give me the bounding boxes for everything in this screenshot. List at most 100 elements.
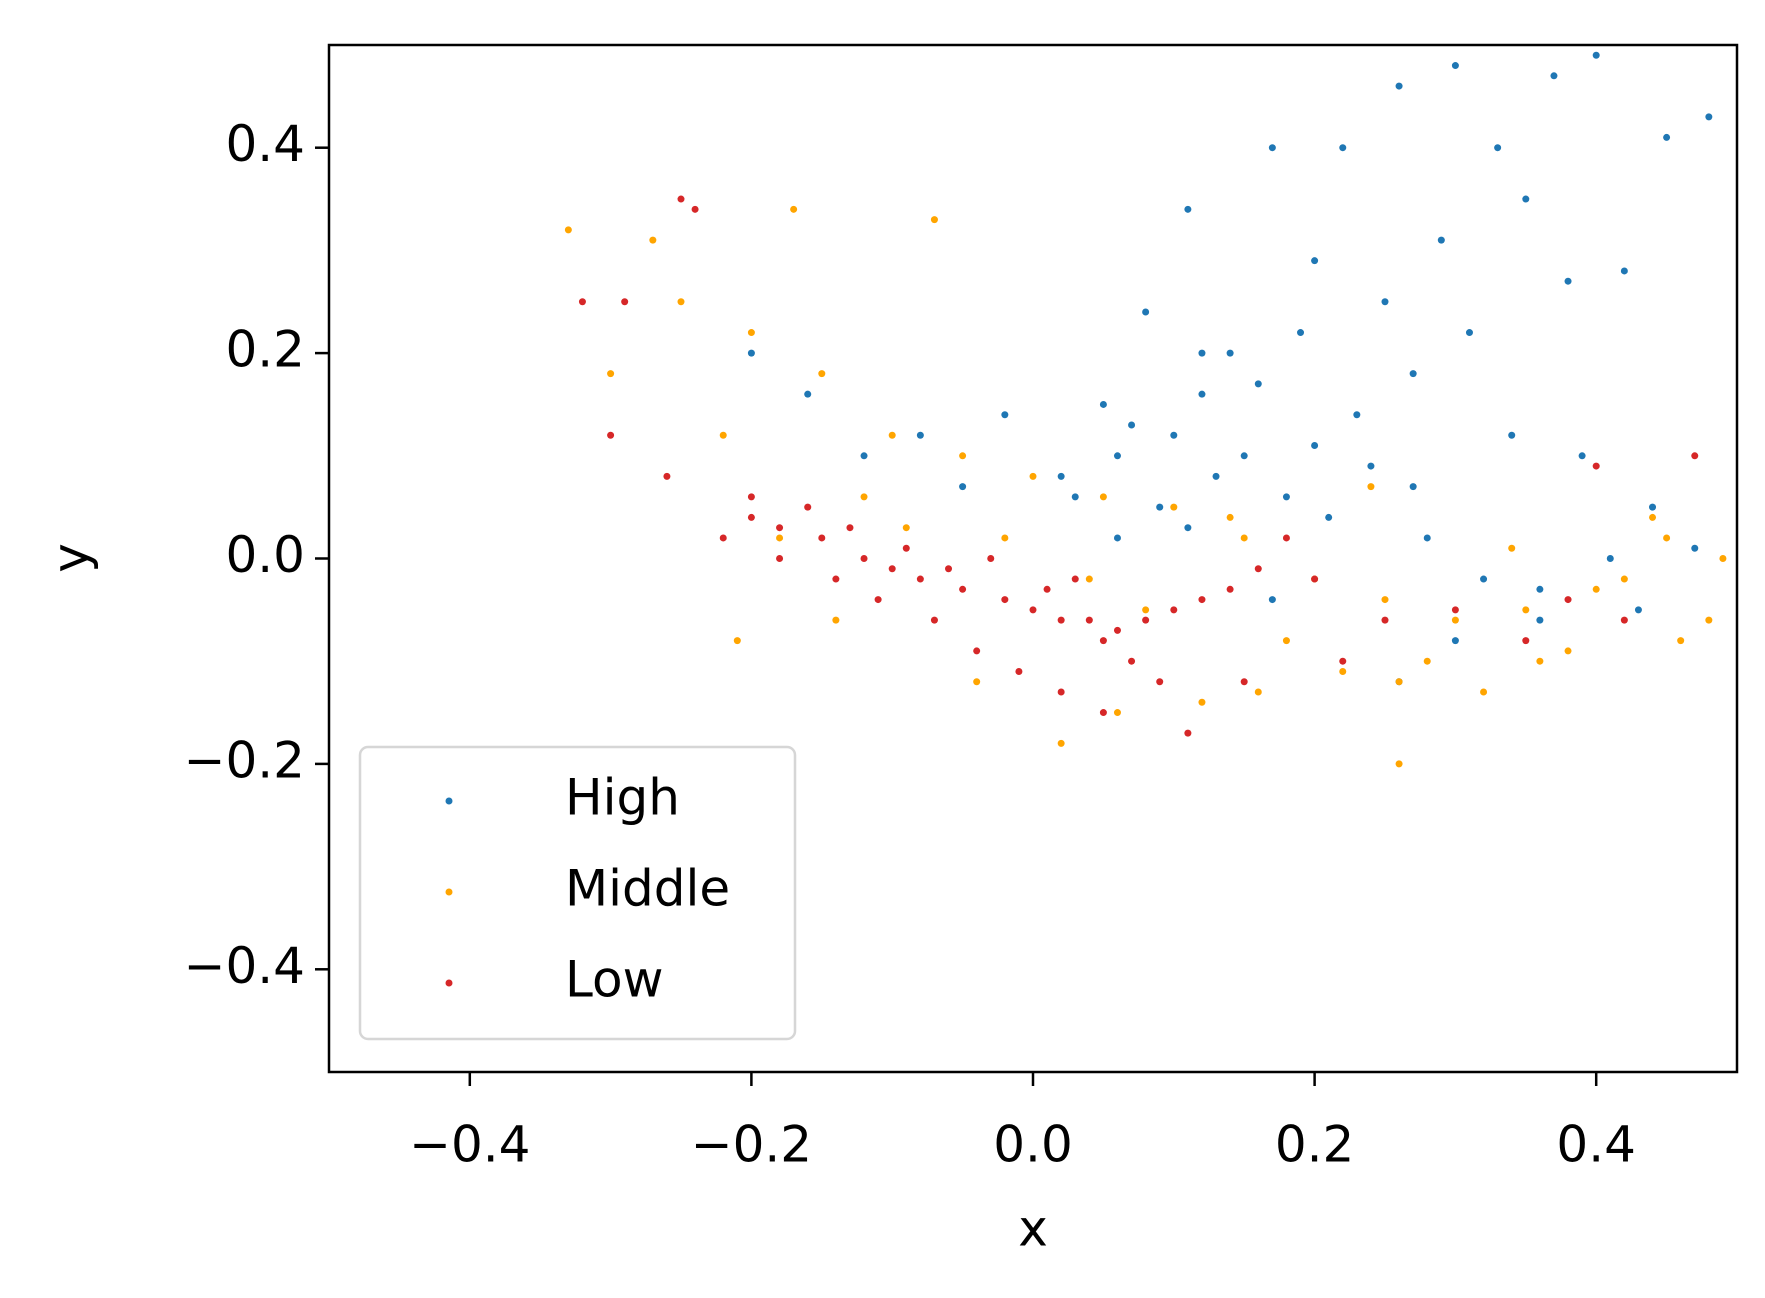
point bbox=[719, 431, 727, 439]
point bbox=[902, 544, 910, 552]
point bbox=[1339, 657, 1347, 665]
point bbox=[1226, 513, 1234, 521]
point bbox=[1254, 565, 1262, 573]
point bbox=[1099, 400, 1107, 408]
point bbox=[1381, 298, 1389, 306]
point bbox=[930, 616, 938, 624]
point bbox=[1649, 513, 1657, 521]
point bbox=[621, 298, 629, 306]
point bbox=[1156, 503, 1164, 511]
point bbox=[959, 483, 967, 491]
legend-box bbox=[358, 745, 797, 1041]
point bbox=[1409, 483, 1417, 491]
point bbox=[747, 493, 755, 501]
point bbox=[1564, 277, 1572, 285]
point bbox=[1550, 72, 1558, 80]
point bbox=[1367, 483, 1375, 491]
point bbox=[1451, 62, 1459, 70]
point bbox=[1128, 421, 1136, 429]
point bbox=[1240, 452, 1248, 460]
point bbox=[832, 575, 840, 583]
point bbox=[1240, 534, 1248, 542]
point bbox=[1353, 411, 1361, 419]
point bbox=[1691, 452, 1699, 460]
point bbox=[1029, 472, 1037, 480]
point bbox=[1099, 493, 1107, 501]
point bbox=[860, 493, 868, 501]
point bbox=[1142, 606, 1150, 614]
point bbox=[564, 226, 572, 234]
point bbox=[1451, 637, 1459, 645]
point bbox=[1001, 534, 1009, 542]
point bbox=[1592, 51, 1600, 59]
point bbox=[1677, 637, 1685, 645]
point bbox=[733, 637, 741, 645]
point bbox=[1480, 575, 1488, 583]
point bbox=[677, 298, 685, 306]
y-tick-label: −0.2 bbox=[184, 731, 305, 789]
point bbox=[1367, 462, 1375, 470]
point bbox=[1099, 637, 1107, 645]
point bbox=[1592, 585, 1600, 593]
point bbox=[1494, 144, 1502, 152]
point bbox=[1423, 534, 1431, 542]
point bbox=[1029, 606, 1037, 614]
point bbox=[1043, 585, 1051, 593]
point bbox=[649, 236, 657, 244]
point bbox=[1705, 113, 1713, 121]
point bbox=[1564, 647, 1572, 655]
point bbox=[1071, 575, 1079, 583]
point bbox=[1057, 739, 1065, 747]
point bbox=[860, 452, 868, 460]
point bbox=[1395, 760, 1403, 768]
point bbox=[888, 431, 896, 439]
point bbox=[1198, 698, 1206, 706]
point bbox=[1663, 534, 1671, 542]
point bbox=[776, 555, 784, 562]
point bbox=[1001, 411, 1009, 419]
y-tick-label: 0.0 bbox=[225, 526, 305, 584]
point bbox=[1634, 606, 1642, 614]
point bbox=[973, 678, 981, 686]
point bbox=[1057, 472, 1065, 480]
point bbox=[1282, 493, 1290, 501]
point bbox=[1592, 462, 1600, 470]
legend-marker bbox=[445, 797, 453, 805]
point bbox=[1226, 585, 1234, 593]
point bbox=[719, 534, 727, 542]
point bbox=[1254, 688, 1262, 696]
point bbox=[860, 555, 868, 562]
point bbox=[930, 216, 938, 224]
point bbox=[1395, 82, 1403, 90]
point bbox=[832, 616, 840, 624]
point bbox=[1381, 616, 1389, 624]
point bbox=[1282, 637, 1290, 645]
point bbox=[1268, 596, 1276, 604]
point bbox=[747, 329, 755, 337]
point bbox=[1198, 349, 1206, 357]
legend-marker bbox=[445, 979, 453, 987]
point bbox=[776, 534, 784, 542]
point bbox=[1339, 144, 1347, 152]
point bbox=[1128, 657, 1136, 665]
point bbox=[818, 534, 826, 542]
point bbox=[1451, 606, 1459, 614]
point bbox=[888, 565, 896, 573]
point bbox=[1198, 390, 1206, 398]
point bbox=[1423, 657, 1431, 665]
point bbox=[607, 431, 615, 439]
point bbox=[916, 431, 924, 439]
point bbox=[959, 452, 967, 460]
point bbox=[1001, 596, 1009, 604]
point bbox=[1057, 616, 1065, 624]
point bbox=[1705, 616, 1713, 624]
point bbox=[1113, 534, 1121, 542]
y-axis-label: y bbox=[42, 543, 100, 573]
point bbox=[874, 596, 882, 604]
plot-frame bbox=[327, 43, 1739, 1074]
point bbox=[1184, 524, 1192, 532]
point bbox=[1057, 688, 1065, 696]
point bbox=[790, 205, 798, 213]
point bbox=[902, 524, 910, 532]
point bbox=[1620, 575, 1628, 583]
